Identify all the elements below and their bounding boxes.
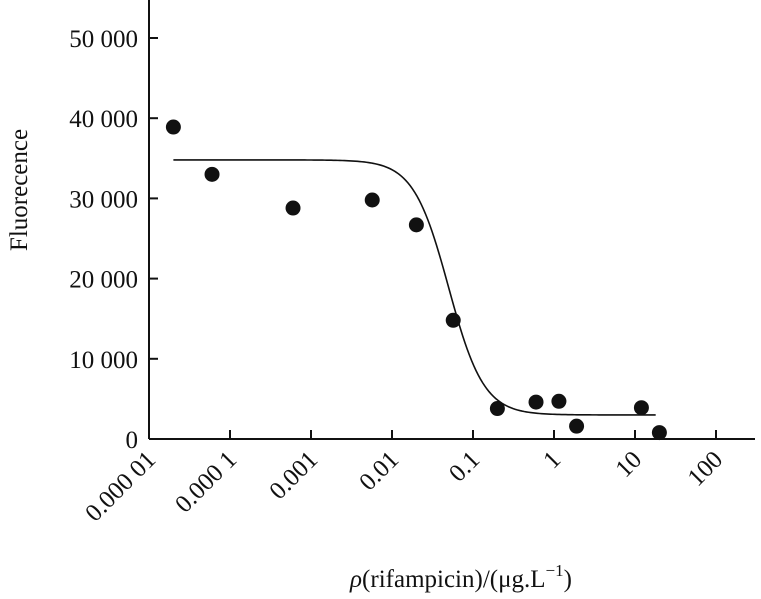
x-axis-title-superscript: −1 bbox=[546, 561, 564, 580]
x-tick-label: 10 bbox=[610, 446, 647, 483]
x-tick-label: 1 bbox=[538, 446, 566, 474]
x-axis-title-close: ) bbox=[564, 566, 572, 593]
x-axis-title: ρ(rifampicin)/(μg.L−1) bbox=[349, 561, 572, 593]
y-tick-label: 10 000 bbox=[69, 347, 138, 374]
x-axis-title-italic: ρ bbox=[349, 566, 362, 593]
x-axis-title-text: (rifampicin)/(μg.L bbox=[362, 566, 545, 593]
y-axis: 0 10 000 20 000 30 000 40 000 50 000 bbox=[69, 0, 158, 454]
data-point bbox=[569, 418, 585, 434]
data-point bbox=[551, 393, 567, 409]
x-axis: 0.000 01 0.000 1 0.001 0.01 0.1 1 10 100 bbox=[80, 430, 755, 527]
y-tick-label: 40 000 bbox=[69, 106, 138, 133]
data-point bbox=[633, 400, 649, 416]
x-tick-label: 0.001 bbox=[264, 446, 323, 505]
y-tick-label: 50 000 bbox=[69, 26, 138, 53]
data-points bbox=[165, 119, 667, 441]
y-tick-label: 30 000 bbox=[69, 186, 138, 213]
data-point bbox=[364, 192, 380, 208]
data-point bbox=[445, 312, 461, 328]
plot-area bbox=[165, 119, 667, 441]
data-point bbox=[165, 119, 181, 135]
data-point bbox=[285, 200, 301, 216]
x-tick-label: 0.01 bbox=[354, 446, 404, 496]
data-point bbox=[489, 401, 505, 417]
data-point bbox=[651, 425, 667, 441]
data-point bbox=[528, 394, 544, 410]
y-axis-title: Fluorecence bbox=[6, 129, 33, 251]
x-tick-label: 0.000 01 bbox=[80, 446, 161, 527]
data-point bbox=[408, 217, 424, 233]
x-tick-label: 0.1 bbox=[444, 446, 485, 487]
y-tick-label: 20 000 bbox=[69, 267, 138, 294]
fit-curve bbox=[173, 159, 656, 416]
data-point bbox=[204, 166, 220, 182]
x-tick-label: 0.000 1 bbox=[170, 446, 242, 518]
y-tick-label: 0 bbox=[126, 427, 139, 454]
x-tick-label: 100 bbox=[683, 446, 729, 492]
